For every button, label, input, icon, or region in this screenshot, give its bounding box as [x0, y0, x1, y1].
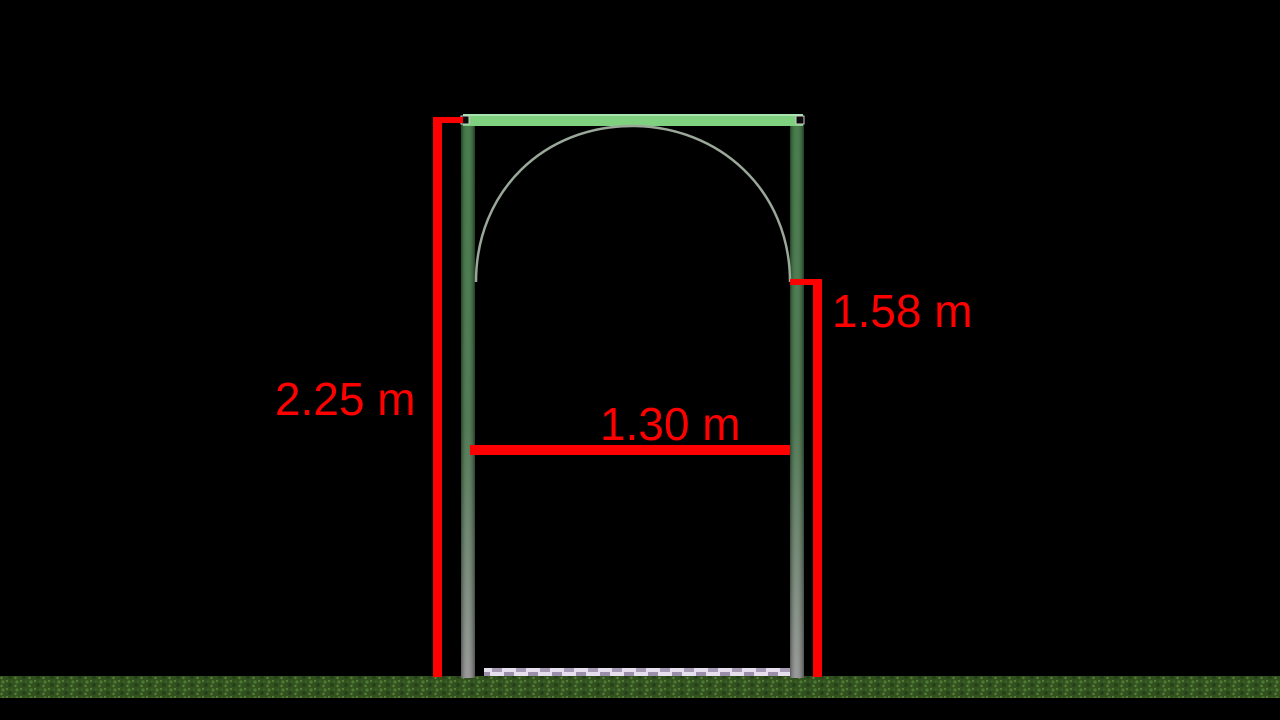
width-dimension-line	[470, 445, 790, 455]
upright-height-label: 1.58 m	[832, 285, 973, 337]
top-beam	[460, 114, 805, 126]
right-post	[790, 122, 804, 678]
total-height-label: 2.25 m	[275, 373, 416, 425]
upright-height-dimension	[790, 279, 822, 677]
total-height-dimension	[433, 117, 463, 677]
left-post	[461, 122, 475, 678]
ground-strip	[0, 676, 1280, 698]
width-label: 1.30 m	[600, 398, 741, 450]
arch-curve	[474, 124, 792, 283]
base-plate	[484, 668, 790, 676]
